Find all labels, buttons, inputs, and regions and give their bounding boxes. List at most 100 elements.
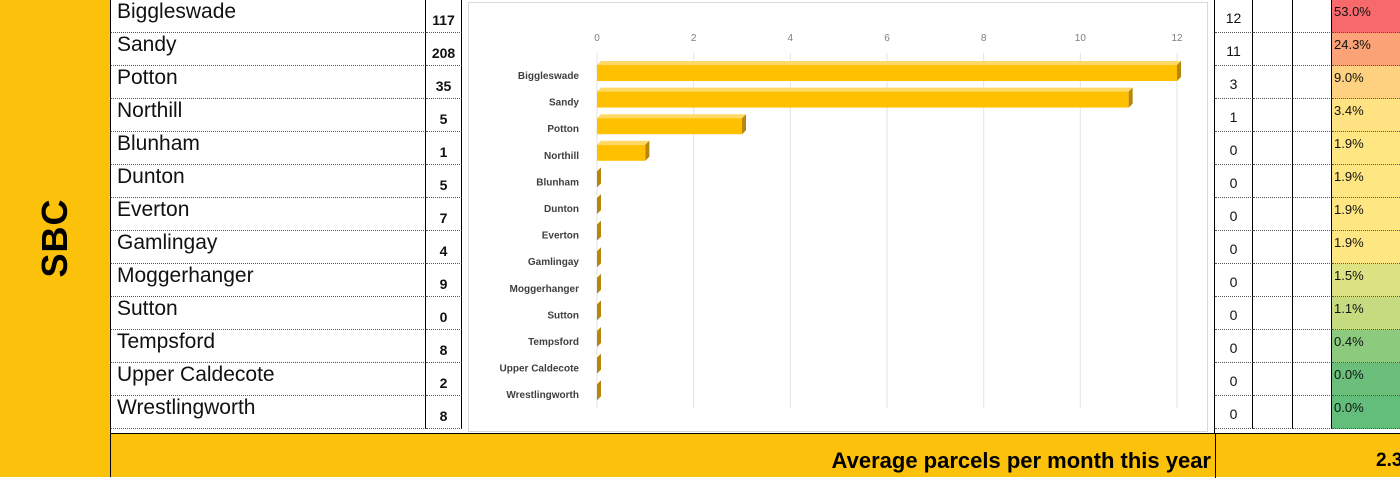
row-percent-cell[interactable]: 3.4% xyxy=(1332,99,1400,132)
footer-label: Average parcels per month this year xyxy=(831,448,1211,473)
row-value-cell[interactable]: 0 xyxy=(1215,396,1253,429)
row-value-cell[interactable]: 12 xyxy=(1215,0,1253,33)
bar[interactable] xyxy=(597,300,601,321)
x-tick-label: 2 xyxy=(691,33,697,44)
row-count-cell[interactable]: 35 xyxy=(426,66,462,99)
row-count-cell[interactable]: 5 xyxy=(426,99,462,132)
row-count-cell[interactable]: 2 xyxy=(426,363,462,396)
row-percent-cell[interactable]: 0.0% xyxy=(1332,396,1400,429)
row-empty-cell[interactable] xyxy=(1293,330,1332,363)
bar[interactable] xyxy=(597,327,601,347)
average-value: 2.3 xyxy=(1376,450,1400,471)
bar[interactable] xyxy=(597,114,746,135)
bar[interactable] xyxy=(597,87,1133,108)
row-name-cell[interactable]: Biggleswade xyxy=(111,0,426,33)
bar[interactable] xyxy=(597,140,650,161)
row-name-cell[interactable]: Gamlingay xyxy=(111,231,426,264)
row-percent-cell[interactable]: 0.4% xyxy=(1332,330,1400,363)
row-count-cell[interactable]: 8 xyxy=(426,396,462,429)
row-empty-cell[interactable] xyxy=(1253,66,1293,99)
row-empty-cell[interactable] xyxy=(1253,132,1293,165)
row-empty-cell[interactable] xyxy=(1253,396,1293,429)
row-percent-cell[interactable]: 9.0% xyxy=(1332,66,1400,99)
row-name-cell[interactable]: Sandy xyxy=(111,33,426,66)
row-value-cell[interactable]: 0 xyxy=(1215,165,1253,198)
row-empty-cell[interactable] xyxy=(1293,0,1332,33)
row-empty-cell[interactable] xyxy=(1253,363,1293,396)
bar[interactable] xyxy=(597,220,601,241)
bar[interactable] xyxy=(597,353,601,374)
bar-side-face xyxy=(597,353,601,374)
row-empty-cell[interactable] xyxy=(1253,264,1293,297)
row-count-cell[interactable]: 208 xyxy=(426,33,462,66)
row-percent-cell[interactable]: 53.0% xyxy=(1332,0,1400,33)
row-count-cell[interactable]: 117 xyxy=(426,0,462,33)
row-empty-cell[interactable] xyxy=(1253,198,1293,231)
row-name-cell[interactable]: Everton xyxy=(111,198,426,231)
row-empty-cell[interactable] xyxy=(1293,198,1332,231)
row-empty-cell[interactable] xyxy=(1293,363,1332,396)
row-empty-cell[interactable] xyxy=(1293,132,1332,165)
bar[interactable] xyxy=(597,61,1181,81)
row-percent-cell[interactable]: 1.1% xyxy=(1332,297,1400,330)
row-value-cell[interactable]: 0 xyxy=(1215,363,1253,396)
row-percent-cell[interactable]: 1.9% xyxy=(1332,165,1400,198)
row-name-cell[interactable]: Tempsford xyxy=(111,330,426,363)
row-percent-cell[interactable]: 1.5% xyxy=(1332,264,1400,297)
row-empty-cell[interactable] xyxy=(1293,33,1332,66)
row-empty-cell[interactable] xyxy=(1253,330,1293,363)
row-value-cell[interactable]: 0 xyxy=(1215,231,1253,264)
row-empty-cell[interactable] xyxy=(1253,99,1293,132)
row-count-cell[interactable]: 0 xyxy=(426,297,462,330)
bar[interactable] xyxy=(597,247,601,268)
row-percent-cell[interactable]: 1.9% xyxy=(1332,231,1400,264)
row-name-cell[interactable]: Sutton xyxy=(111,297,426,330)
row-percent-cell[interactable]: 1.9% xyxy=(1332,132,1400,165)
bar[interactable] xyxy=(597,194,601,214)
row-count-cell[interactable]: 7 xyxy=(426,198,462,231)
row-empty-cell[interactable] xyxy=(1293,165,1332,198)
row-empty-cell[interactable] xyxy=(1253,33,1293,66)
row-name-cell[interactable]: Upper Caldecote xyxy=(111,363,426,396)
bar[interactable] xyxy=(597,273,601,294)
row-percent-cell[interactable]: 0.0% xyxy=(1332,363,1400,396)
row-value-cell[interactable]: 0 xyxy=(1215,132,1253,165)
row-empty-cell[interactable] xyxy=(1293,66,1332,99)
row-percent-cell[interactable]: 1.9% xyxy=(1332,198,1400,231)
row-empty-cell[interactable] xyxy=(1253,165,1293,198)
footer-divider xyxy=(1215,434,1216,478)
row-empty-cell[interactable] xyxy=(1293,231,1332,264)
row-empty-cell[interactable] xyxy=(1293,396,1332,429)
y-category-label: Sutton xyxy=(547,310,579,321)
row-count-cell[interactable]: 1 xyxy=(426,132,462,165)
row-empty-cell[interactable] xyxy=(1253,0,1293,33)
row-percent-cell[interactable]: 24.3% xyxy=(1332,33,1400,66)
row-name-cell[interactable]: Wrestlingworth xyxy=(111,396,426,429)
row-count-cell[interactable]: 5 xyxy=(426,165,462,198)
bar[interactable] xyxy=(597,380,601,401)
row-empty-cell[interactable] xyxy=(1253,231,1293,264)
row-empty-cell[interactable] xyxy=(1293,297,1332,330)
x-tick-label: 12 xyxy=(1171,33,1183,44)
row-value-cell[interactable]: 0 xyxy=(1215,198,1253,231)
row-name-cell[interactable]: Potton xyxy=(111,66,426,99)
row-value-cell[interactable]: 0 xyxy=(1215,330,1253,363)
row-empty-cell[interactable] xyxy=(1253,297,1293,330)
row-value-cell[interactable]: 3 xyxy=(1215,66,1253,99)
row-value-cell[interactable]: 0 xyxy=(1215,297,1253,330)
row-count-cell[interactable]: 9 xyxy=(426,264,462,297)
row-name-cell[interactable]: Blunham xyxy=(111,132,426,165)
row-value-cell[interactable]: 0 xyxy=(1215,264,1253,297)
row-name-cell[interactable]: Moggerhanger xyxy=(111,264,426,297)
row-name-cell[interactable]: Northill xyxy=(111,99,426,132)
row-name-cell[interactable]: Dunton xyxy=(111,165,426,198)
row-count-cell[interactable]: 4 xyxy=(426,231,462,264)
row-empty-cell[interactable] xyxy=(1293,99,1332,132)
row-value-cell[interactable]: 1 xyxy=(1215,99,1253,132)
bar[interactable] xyxy=(597,167,601,188)
row-empty-cell[interactable] xyxy=(1293,264,1332,297)
row-value-cell[interactable]: 11 xyxy=(1215,33,1253,66)
y-category-label: Everton xyxy=(542,231,579,242)
row-count-cell[interactable]: 8 xyxy=(426,330,462,363)
chart-area[interactable]: 0 2 4 6 8 10 12 Biggleswade Sandy Potton Northill B… xyxy=(468,2,1208,432)
